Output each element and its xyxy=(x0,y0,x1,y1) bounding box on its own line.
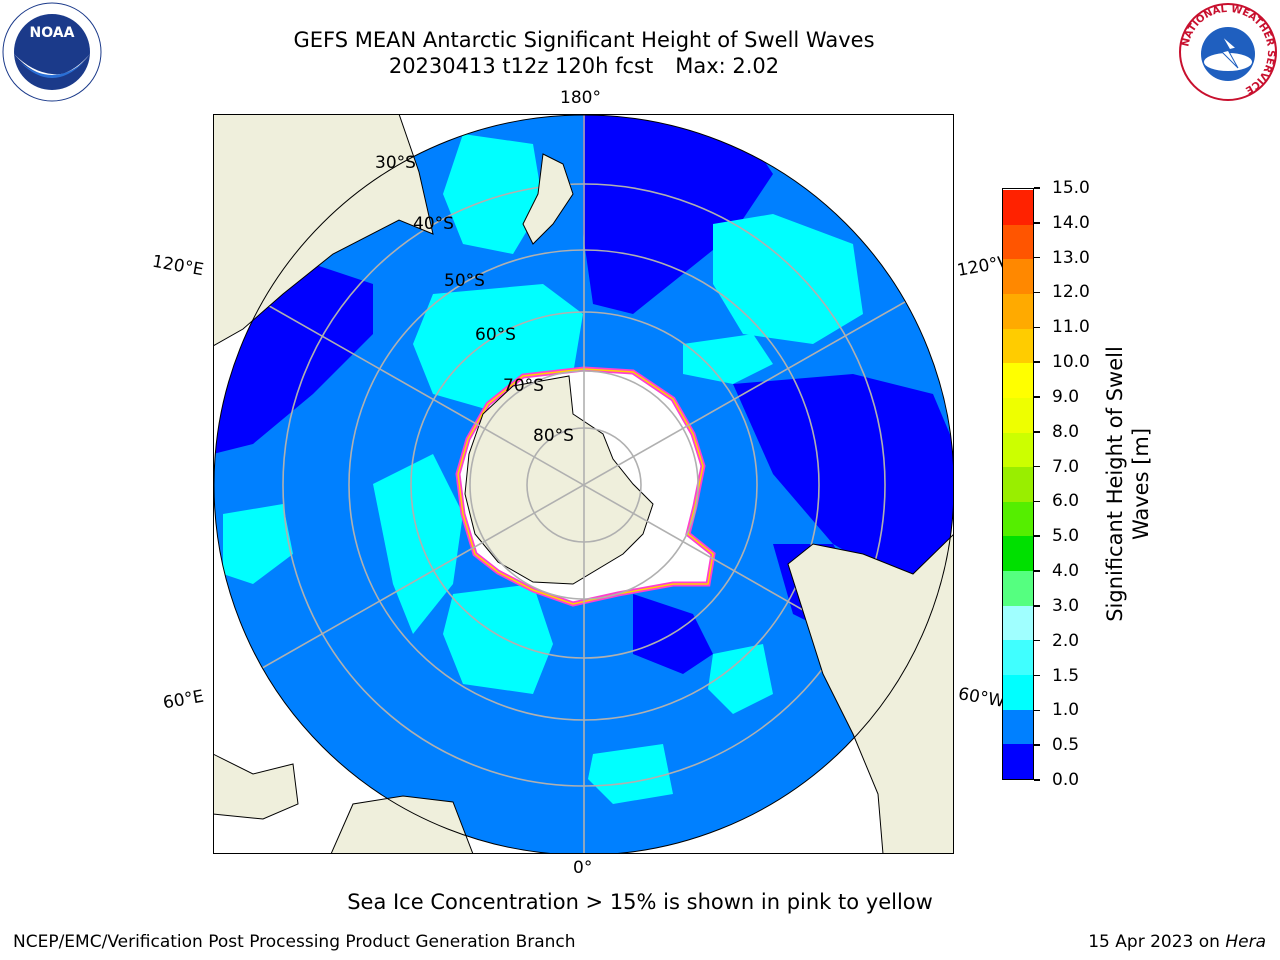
colorbar-tick xyxy=(1034,291,1040,294)
colorbar-segment xyxy=(1003,466,1033,502)
colorbar-tick xyxy=(1034,500,1040,503)
colorbar-label-line2: Waves [m] xyxy=(1129,427,1153,541)
colorbar-tick xyxy=(1034,779,1040,781)
colorbar-tick xyxy=(1034,744,1040,746)
high-swell-areas xyxy=(222,133,863,804)
lat-label-70s: 70°S xyxy=(503,376,544,396)
lat-label-80s: 80°S xyxy=(533,426,574,446)
colorbar-tick xyxy=(1034,709,1040,712)
colorbar-segment xyxy=(1003,189,1033,225)
colorbar-tick xyxy=(1034,431,1040,433)
colorbar-tick-label: 10.0 xyxy=(1052,352,1090,373)
colorbar-tick xyxy=(1034,256,1040,259)
colorbar-segment xyxy=(1003,535,1033,572)
colorbar xyxy=(1002,188,1034,780)
colorbar-tick-label: 8.0 xyxy=(1052,421,1080,442)
colorbar-tick xyxy=(1034,639,1040,642)
graticule xyxy=(214,115,953,853)
lat-label-60s: 60°S xyxy=(475,325,516,345)
colorbar-tick-label: 13.0 xyxy=(1052,247,1090,268)
colorbar-tick xyxy=(1034,674,1040,677)
lon-label-60e: 60°E xyxy=(161,686,206,714)
noaa-logo-icon: NOAA xyxy=(2,2,102,102)
lon-label-60w: 60°W xyxy=(956,684,1007,712)
colorbar-segment xyxy=(1003,258,1033,294)
map-panel: 30°S 40°S 50°S 60°S 70°S 80°S xyxy=(213,114,954,854)
colorbar-tick xyxy=(1034,396,1040,398)
lon-label-180: 180° xyxy=(560,88,601,108)
colorbar-tick-label: 3.0 xyxy=(1052,595,1080,616)
colorbar-segment xyxy=(1003,501,1033,537)
colorbar-tick xyxy=(1034,361,1040,363)
footer-date: 15 Apr 2023 on Hera xyxy=(1088,932,1266,952)
colorbar-tick-label: 11.0 xyxy=(1052,317,1090,338)
chart-subtitle: 20230413 t12z 120h fcst Max: 2.02 xyxy=(184,53,984,79)
colorbar-tick-label: 15.0 xyxy=(1052,178,1090,198)
colorbar-tick-label: 0.0 xyxy=(1052,770,1080,790)
colorbar-tick-label: 0.5 xyxy=(1052,735,1080,756)
colorbar-tick xyxy=(1034,222,1040,224)
lon-label-120e: 120°E xyxy=(150,251,206,281)
colorbar-label-line1: Significant Height of Swell xyxy=(1103,346,1127,622)
lon-label-0: 0° xyxy=(573,858,593,878)
colorbar-tick xyxy=(1034,326,1040,329)
colorbar-segment xyxy=(1003,743,1033,779)
colorbar-segment xyxy=(1003,570,1033,606)
colorbar-tick-label: 1.0 xyxy=(1052,700,1080,721)
footer-host: Hera xyxy=(1225,932,1266,952)
colorbar-segment xyxy=(1003,605,1033,641)
colorbar-tick xyxy=(1034,570,1040,572)
colorbar-tick-label: 1.5 xyxy=(1052,665,1080,686)
colorbar-segment xyxy=(1003,328,1033,364)
colorbar-tick xyxy=(1034,605,1040,607)
colorbar-tick-label: 9.0 xyxy=(1052,386,1080,407)
lat-label-50s: 50°S xyxy=(444,271,485,291)
footer-date-text: 15 Apr 2023 on xyxy=(1088,932,1226,952)
colorbar-segment xyxy=(1003,224,1033,260)
footer-branch: NCEP/EMC/Verification Post Processing Pr… xyxy=(13,932,576,952)
colorbar-segment xyxy=(1003,709,1033,745)
colorbar-segment xyxy=(1003,397,1033,433)
colorbar-tick xyxy=(1034,535,1040,537)
colorbar-tick-label: 2.0 xyxy=(1052,630,1080,651)
colorbar-segment xyxy=(1003,362,1033,398)
forecast-run-label: 20230413 t12z 120h fcst xyxy=(388,54,654,78)
lat-label-30s: 30°S xyxy=(375,153,416,173)
colorbar-segment xyxy=(1003,639,1033,676)
max-value-label: Max: 2.02 xyxy=(675,54,780,78)
noaa-logo-text: NOAA xyxy=(30,25,75,41)
colorbar-tick-label: 6.0 xyxy=(1052,491,1080,512)
colorbar-tick-label: 12.0 xyxy=(1052,282,1090,303)
lat-label-40s: 40°S xyxy=(413,214,454,234)
colorbar-segment xyxy=(1003,432,1033,468)
colorbar-tick-label: 14.0 xyxy=(1052,212,1090,233)
colorbar-tick-label: 5.0 xyxy=(1052,526,1080,547)
colorbar-segment xyxy=(1003,674,1033,710)
sea-ice-note: Sea Ice Concentration > 15% is shown in … xyxy=(347,890,933,914)
polar-map-svg: 30°S 40°S 50°S 60°S 70°S 80°S xyxy=(214,115,953,853)
colorbar-segment xyxy=(1003,293,1033,329)
colorbar-tick-label: 4.0 xyxy=(1052,561,1080,582)
chart-title: GEFS MEAN Antarctic Significant Height o… xyxy=(293,28,875,52)
colorbar-tick-label: 7.0 xyxy=(1052,456,1080,477)
national-weather-service-logo-icon: NATIONAL WEATHER SERVICE xyxy=(1178,2,1278,102)
colorbar-tick xyxy=(1034,187,1040,189)
colorbar-tick xyxy=(1034,465,1040,468)
